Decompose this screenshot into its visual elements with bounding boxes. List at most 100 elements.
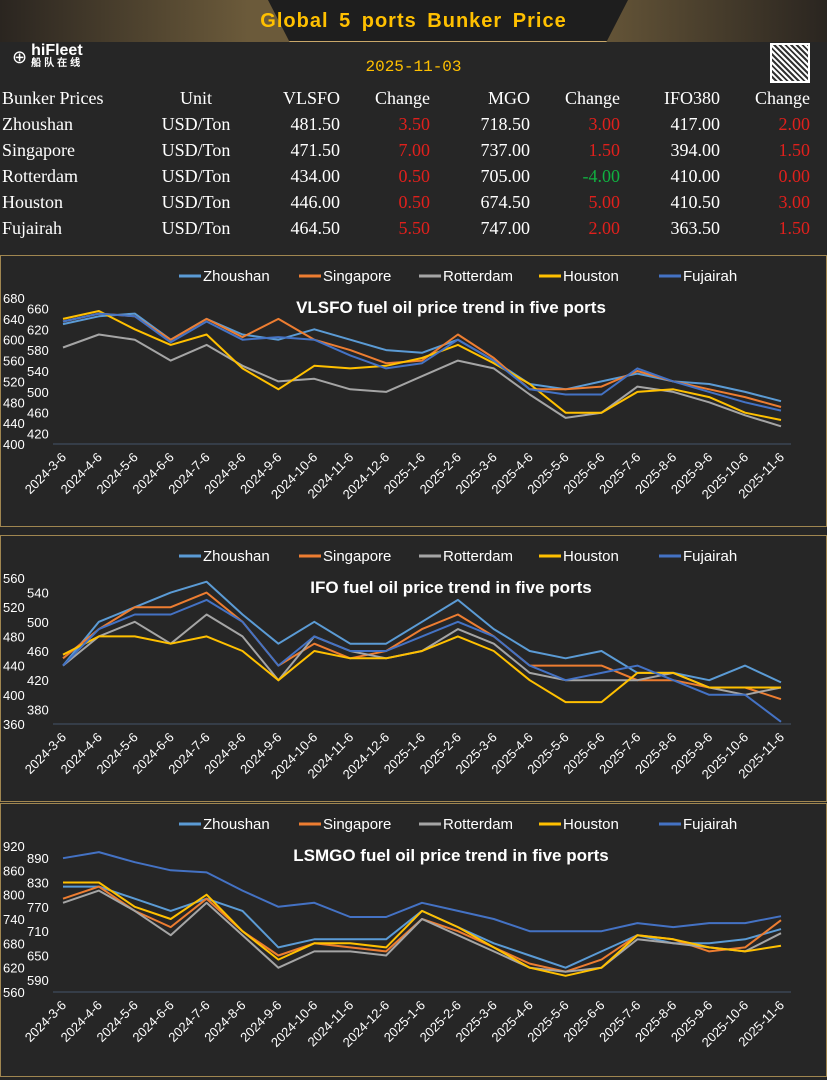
ifo-chg-cell: 2.00 (778, 113, 811, 134)
vlsfo-chg-cell: 5.50 (398, 217, 431, 238)
legend-label: Houston (563, 816, 619, 833)
y-tick-label: 460 (27, 406, 49, 421)
y-tick-label: 420 (27, 673, 49, 688)
series-line-singapore (62, 885, 782, 973)
legend-label: Singapore (323, 816, 391, 833)
vlsfo-cell: 471.50 (290, 139, 341, 160)
lsmgo-chart: Zhoushan Singapore Rotterdam Houston Fujaira… (3, 816, 791, 1050)
y-tick-label: 650 (27, 949, 49, 964)
y-tick-label: 770 (27, 900, 49, 915)
mgo-cell: 674.50 (480, 191, 531, 212)
y-tick-label: 400 (3, 688, 25, 703)
ifo-chg-cell: 3.00 (778, 191, 811, 212)
series-line-houston (62, 310, 782, 421)
lsmgo-chart-panel: Zhoushan Singapore Rotterdam Houston Fujaira… (0, 803, 827, 1077)
series-line-rotterdam (62, 889, 782, 973)
table-header: Bunker Prices Unit VLSFO Change MGO Chan… (2, 85, 810, 111)
unit-cell: USD/Ton (161, 113, 231, 134)
unit-cell: USD/Ton (161, 191, 231, 212)
vlsfo-cell: 434.00 (290, 165, 341, 186)
legend-label: Rotterdam (443, 268, 513, 285)
ifo-chart: Zhoushan Singapore Rotterdam Houston Fujaira… (3, 548, 791, 782)
col-header: Bunker Prices (2, 87, 104, 108)
col-header: Change (755, 87, 810, 108)
vlsfo-chg-cell: 0.50 (398, 191, 431, 212)
mgo-chg-cell: 5.00 (588, 191, 621, 212)
y-tick-label: 520 (3, 600, 25, 615)
series-line-fujairah (62, 851, 782, 933)
legend-label: Fujairah (683, 816, 737, 833)
y-tick-label: 440 (3, 659, 25, 674)
page-title: Global 5 ports Bunker Price (260, 10, 567, 32)
y-tick-label: 920 (3, 839, 25, 854)
mgo-cell: 718.50 (480, 113, 531, 134)
col-header: Change (375, 87, 430, 108)
hifleet-logo: ⊕ hiFleet 船队在线 (12, 42, 84, 70)
y-tick-label: 580 (27, 343, 49, 358)
legend-label: Singapore (323, 548, 391, 565)
y-tick-label: 400 (3, 437, 25, 452)
series-line-houston (63, 881, 782, 977)
port-cell: Houston (2, 191, 64, 212)
bunker-price-table: Bunker Prices Unit VLSFO Change MGO Chan… (2, 85, 810, 241)
y-tick-label: 590 (27, 973, 49, 988)
port-cell: Fujairah (2, 217, 62, 238)
y-tick-label: 620 (27, 322, 49, 337)
col-header: IFO380 (663, 87, 720, 108)
y-tick-label: 420 (27, 427, 49, 442)
y-tick-label: 890 (27, 851, 49, 866)
unit-cell: USD/Ton (161, 165, 231, 186)
port-cell: Zhoushan (2, 113, 73, 134)
title-plate (268, 0, 628, 42)
y-tick-label: 460 (27, 644, 49, 659)
logo-subtitle: 船队在线 (31, 58, 84, 69)
table-row: Zhoushan USD/Ton 481.50 3.50 718.50 3.00 417.0… (2, 111, 810, 137)
mgo-chg-cell: 3.00 (588, 113, 621, 134)
port-cell: Singapore (2, 139, 75, 160)
legend-label: Fujairah (683, 548, 737, 565)
col-header: Unit (179, 87, 212, 108)
mgo-chg-cell: 2.00 (588, 217, 621, 238)
y-tick-label: 500 (27, 385, 49, 400)
ifo-cell: 394.00 (670, 139, 721, 160)
legend-label: Houston (563, 548, 619, 565)
mgo-cell: 737.00 (480, 139, 531, 160)
legend-label: Zhoushan (203, 816, 270, 833)
y-tick-label: 740 (3, 912, 25, 927)
series-line-fujairah (62, 312, 782, 412)
y-tick-label: 480 (3, 395, 25, 410)
series-line-houston (62, 635, 781, 704)
ifo-chg-cell: 0.00 (778, 165, 811, 186)
y-tick-label: 480 (3, 629, 25, 644)
y-tick-label: 600 (3, 333, 25, 348)
vlsfo-cell: 446.00 (290, 191, 341, 212)
qr-code-icon (770, 43, 810, 83)
vlsfo-chart-panel: Zhoushan Singapore Rotterdam Houston Fujaira… (0, 255, 827, 527)
series-line-fujairah (62, 598, 782, 723)
legend-label: Zhoushan (203, 548, 270, 565)
y-tick-label: 660 (27, 301, 49, 316)
ifo-cell: 410.00 (670, 165, 721, 186)
y-tick-label: 640 (3, 312, 25, 327)
table-row: Rotterdam USD/Ton 434.00 0.50 705.00 -4.00 410… (2, 163, 810, 189)
chart-title: IFO fuel oil price trend in five ports (310, 578, 591, 597)
vlsfo-cell: 464.50 (290, 217, 341, 238)
legend-label: Houston (563, 268, 619, 285)
y-tick-label: 440 (3, 416, 25, 431)
mgo-cell: 747.00 (480, 217, 531, 238)
y-tick-label: 560 (3, 985, 25, 1000)
header-banner: Global 5 ports Bunker Price (0, 0, 827, 42)
mgo-chg-cell: -4.00 (582, 165, 621, 186)
table-row: Houston USD/Ton 446.00 0.50 674.50 5.00 410.50… (2, 189, 810, 215)
y-tick-label: 620 (3, 961, 25, 976)
y-tick-label: 380 (27, 702, 49, 717)
mgo-cell: 705.00 (480, 165, 531, 186)
report-date: 2025-11-03 (365, 58, 462, 76)
logo-name: hiFleet (31, 42, 83, 59)
table-row: Singapore USD/Ton 471.50 7.00 737.00 1.50 394.… (2, 137, 810, 163)
col-header: Change (565, 87, 620, 108)
y-tick-label: 860 (3, 863, 25, 878)
y-tick-label: 830 (27, 876, 49, 891)
y-tick-label: 800 (3, 888, 25, 903)
col-header: VLSFO (282, 87, 340, 108)
